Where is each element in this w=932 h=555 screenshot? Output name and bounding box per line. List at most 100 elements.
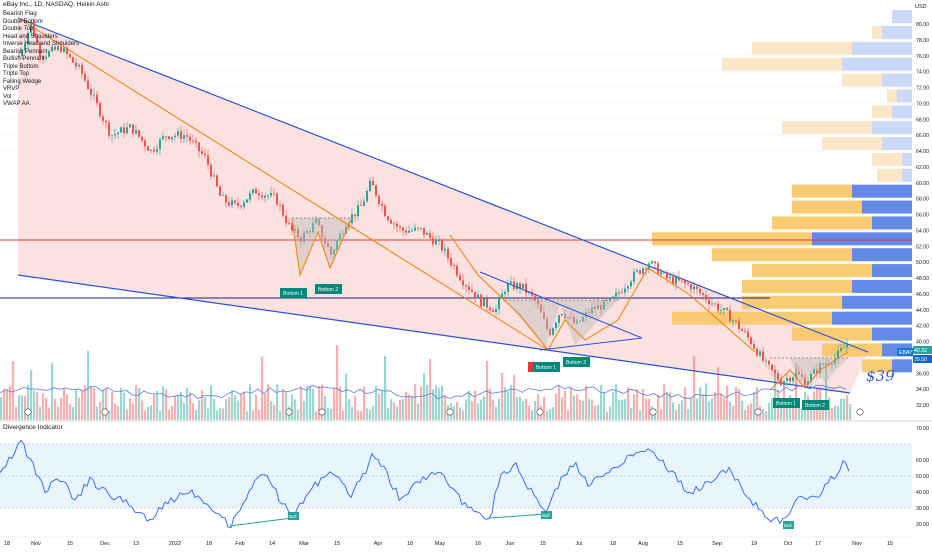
indicator-10[interactable]: VRVP — [3, 86, 20, 92]
volume-bar — [729, 401, 732, 420]
candle — [39, 42, 41, 57]
time-tick-label: 18 — [610, 541, 616, 547]
volume-bar — [411, 396, 414, 420]
pattern-label-bottom1-b[interactable]: Bottom 1 — [528, 362, 560, 372]
time-tick-label: 15 — [67, 541, 73, 547]
pattern-label-bottom2-b[interactable]: Bottom 2 — [563, 357, 590, 367]
orange-trendline-2[interactable] — [449, 234, 756, 353]
candle — [237, 202, 239, 206]
volume-bar — [732, 405, 735, 420]
candle — [606, 299, 608, 301]
candle — [375, 185, 377, 196]
volume-bar — [75, 389, 78, 420]
volume-bar — [621, 399, 624, 420]
volume-bar — [633, 393, 636, 420]
time-axis[interactable]: 18 Nov 15 Dec 13 2022 18 Feb 14 Mar 15 Apr 18 May 16 Ju… — [4, 541, 893, 547]
candle — [303, 232, 305, 242]
pattern-label-bottom2-c[interactable]: Bottom 2 — [802, 400, 829, 410]
time-tick-label: Aug — [638, 541, 648, 547]
wedge-lower-line[interactable] — [17, 274, 851, 394]
volume-bar — [354, 395, 357, 420]
volume-bar — [27, 384, 30, 420]
volume-bar — [135, 385, 138, 420]
indicator-2[interactable]: Double Top — [3, 26, 34, 32]
indicator-0[interactable]: Bearish Flag — [3, 11, 37, 17]
candle — [33, 22, 35, 37]
time-tick-label: 15 — [677, 541, 683, 547]
indicator-4[interactable]: Inverse Head and Shoulders — [3, 41, 80, 47]
handwritten-price-annotation: $39 — [866, 367, 895, 385]
volume-bar — [126, 409, 129, 420]
volume-bar — [21, 395, 24, 420]
bull-label-2[interactable]: Bull — [541, 511, 552, 519]
orange-zigzag[interactable] — [769, 351, 849, 391]
volume-bar — [429, 359, 432, 420]
price-tick-label: 78.00 — [916, 38, 929, 44]
candle — [42, 56, 44, 59]
indicator-12[interactable]: VWAP AA — [3, 101, 30, 107]
volume-bar — [396, 406, 399, 420]
candle — [177, 131, 179, 136]
wedge-upper-line[interactable] — [17, 17, 869, 353]
time-tick-label: 17 — [815, 541, 821, 547]
indicator-11[interactable]: Vol — [3, 93, 12, 100]
candle — [90, 88, 92, 95]
indicator-1[interactable]: Double Bottom — [3, 18, 43, 25]
price-tick-label: 40.00 — [916, 340, 929, 346]
candle — [744, 330, 746, 332]
volume-bar — [468, 391, 471, 420]
event-markers[interactable] — [24, 408, 864, 416]
candle — [363, 201, 365, 206]
volume-bar — [129, 398, 132, 420]
pattern-label-bottom1-a[interactable]: Bottom 1 — [280, 288, 307, 298]
volume-bar — [840, 398, 843, 420]
volume-bar — [489, 388, 492, 420]
indicator-3[interactable]: Head and Shoulders — [3, 33, 58, 40]
candle — [777, 373, 779, 380]
indicator-8[interactable]: Triple Top — [3, 71, 30, 77]
volume-bar — [696, 398, 699, 420]
candle — [681, 280, 683, 282]
indicator-7[interactable]: Triple Bottom — [3, 63, 39, 70]
candle — [459, 275, 461, 281]
candle — [336, 240, 338, 250]
candle — [714, 303, 716, 305]
candle — [105, 120, 107, 123]
bull-label-1[interactable]: Bull — [288, 512, 299, 520]
indicator-5[interactable]: Bearish Pennant — [3, 48, 48, 55]
oscillator-axis[interactable]: 70.00 60.00 50.00 40.00 30.00 20.00 — [916, 426, 929, 528]
bull-label-3[interactable]: Bull — [783, 521, 794, 529]
candle — [705, 294, 707, 300]
vrvp-row-up — [892, 10, 912, 24]
volume-bar — [657, 394, 660, 420]
candle — [276, 193, 278, 205]
vrvp-row-up — [842, 57, 912, 71]
volume-bar — [96, 406, 99, 420]
candle — [129, 124, 131, 128]
candle — [270, 192, 272, 196]
candle — [711, 303, 713, 305]
candle — [531, 291, 533, 296]
volume-bar — [15, 406, 18, 420]
pattern-label-bottom1-c[interactable]: Bottom 1 — [773, 398, 800, 408]
volume-bar — [282, 388, 285, 420]
volume-bar — [237, 400, 240, 420]
indicator-legend[interactable]: Bearish Flag Double Bottom Double Top Head … — [3, 11, 79, 109]
candle — [387, 216, 389, 221]
price-tick-label: 34.00 — [916, 387, 929, 393]
orange-trendline-1[interactable] — [17, 17, 549, 351]
volume-bar — [600, 385, 603, 420]
bearish-pennant-lines[interactable] — [479, 271, 643, 351]
volume-bar — [393, 402, 396, 420]
pattern-label-bottom2-a[interactable]: Bottom 2 — [315, 284, 342, 294]
time-tick-label: Mar — [299, 541, 309, 547]
candle — [732, 320, 734, 322]
volume-bar — [435, 384, 438, 420]
indicator-6[interactable]: Bullish Pennant — [3, 56, 45, 62]
oscillator-pane: Bull Bull Bull — [0, 439, 912, 529]
volume-bar — [222, 408, 225, 420]
volume-bar — [711, 398, 714, 420]
indicator-9[interactable]: Falling Wedge — [3, 78, 42, 85]
candle — [567, 317, 569, 318]
